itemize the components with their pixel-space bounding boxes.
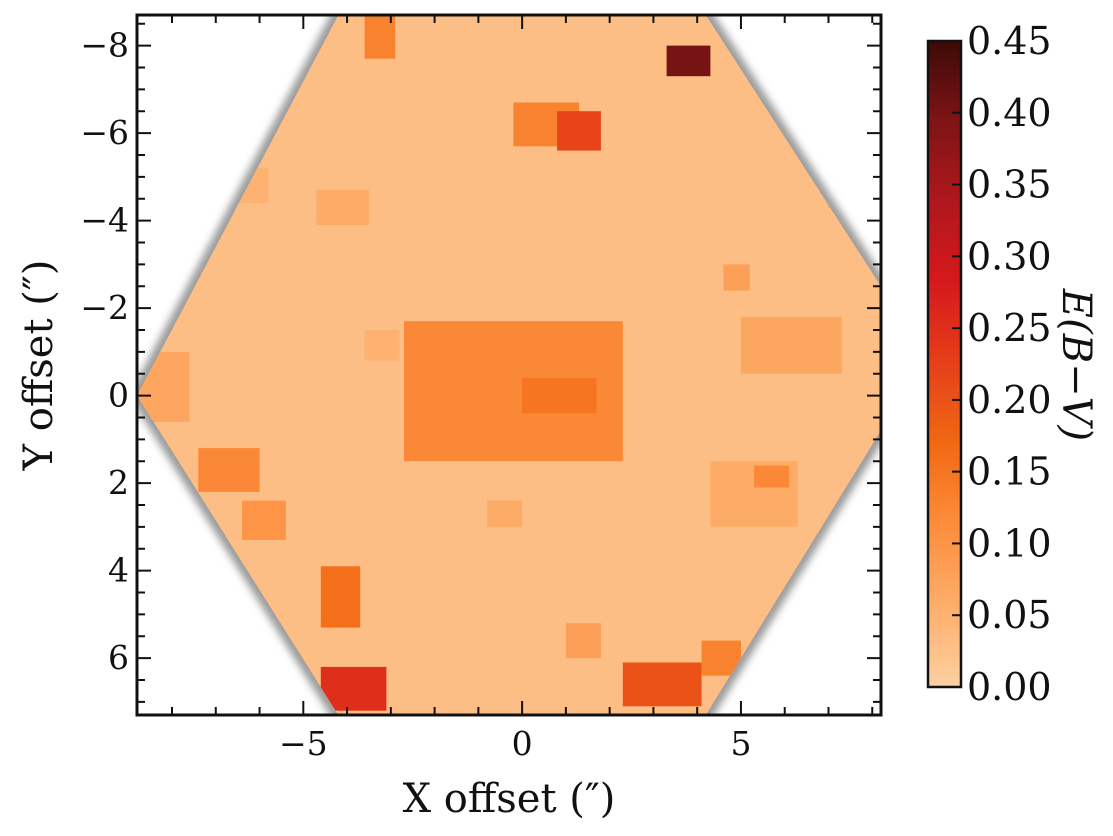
colorbar-tick-label: 0.30	[967, 234, 1052, 278]
heatmap-cell-4	[557, 111, 601, 151]
y-tick-label: 6	[108, 638, 129, 677]
axis-ticks	[137, 15, 881, 715]
heatmap-cell-5	[666, 45, 711, 77]
colorbar-tick-label: 0.35	[967, 163, 1052, 207]
colorbar-tick-label: 0.20	[967, 378, 1052, 422]
y-tick-label: −6	[80, 113, 129, 152]
heatmap-cell-2	[522, 378, 597, 414]
y-tick-label: −2	[80, 288, 129, 327]
heatmap-cell-20	[364, 330, 400, 361]
y-tick-label: −8	[80, 26, 129, 65]
colorbar-tick-label: 0.45	[967, 19, 1052, 63]
colorbar-tick-label: 0.40	[967, 91, 1052, 135]
x-tick-label: 0	[512, 724, 533, 763]
y-tick-label: 2	[108, 463, 129, 502]
heatmap-cell-15	[754, 465, 790, 488]
heatmap-cell-16	[741, 316, 842, 374]
heatmap-cell-7	[320, 666, 387, 711]
colorbar-tick-label: 0.00	[967, 665, 1052, 709]
y-tick-label: 0	[108, 376, 129, 415]
heatmap-cell-22	[487, 500, 523, 527]
colorbar-tick-label: 0.25	[967, 306, 1052, 350]
colorbar	[926, 39, 963, 689]
y-axis-title: Y offset (″)	[16, 260, 62, 472]
heatmap-area	[137, 15, 881, 715]
heatmap-cell-8	[622, 662, 702, 707]
x-tick-label: 5	[730, 724, 751, 763]
colorbar-tick-label: 0.10	[967, 521, 1052, 565]
colorbar-tick-labels: 0.00 0.05 0.10 0.15 0.20 0.25 0.30 0.35 0.40 0.45	[967, 19, 1052, 709]
x-tick-label: −5	[279, 724, 328, 763]
heatmap-cell-19	[723, 264, 750, 291]
y-tick-label: 4	[108, 551, 129, 590]
axis-tick-labels: −5 0 5 −8 −6 −4 −2 0 2 4 6	[80, 26, 751, 763]
heatmap-cell-13	[316, 190, 369, 225]
colorbar-tick-label: 0.15	[967, 450, 1052, 494]
heatmap-cell-21	[565, 623, 601, 659]
colorbar-ticks	[952, 40, 961, 688]
heatmap-cell-10	[320, 566, 361, 628]
colorbar-tick-label: 0.05	[967, 593, 1052, 637]
heatmap-regions	[137, 15, 855, 711]
heatmap-cell-11	[198, 448, 260, 492]
heatmap-cell-12	[242, 500, 286, 540]
plot-frame	[135, 13, 883, 717]
colorbar-title: E(B−V)	[1053, 288, 1099, 441]
y-tick-label: −4	[80, 201, 129, 240]
x-axis-title: X offset (″)	[403, 776, 616, 822]
